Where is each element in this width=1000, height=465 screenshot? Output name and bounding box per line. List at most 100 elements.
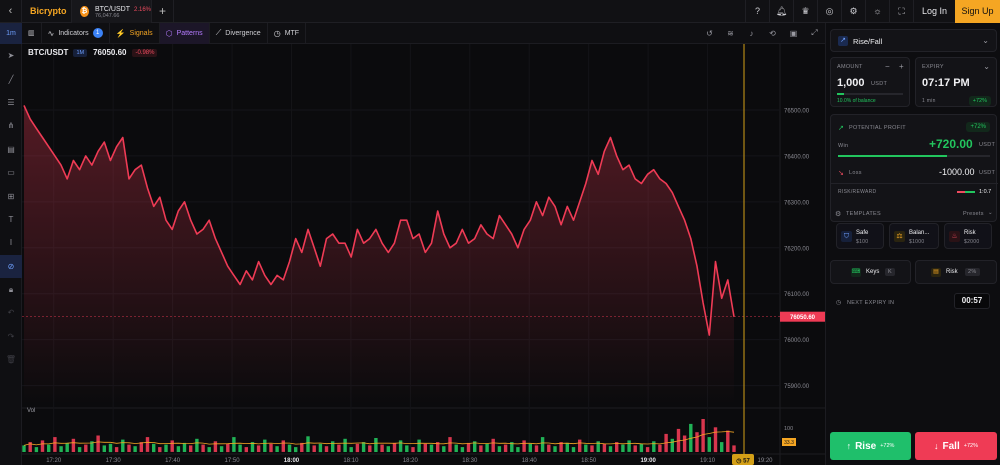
layers-icon[interactable]: ≋ bbox=[727, 28, 734, 38]
settings-icon[interactable]: ⚙ bbox=[841, 0, 865, 23]
lock-tool-icon[interactable]: 🔒︎ bbox=[8, 284, 14, 294]
theme-icon[interactable]: ☼ bbox=[865, 0, 889, 23]
camera-icon[interactable]: ▣ bbox=[789, 28, 798, 38]
countdown-time: 19:20 bbox=[757, 458, 773, 464]
volume-bar bbox=[658, 444, 662, 452]
potential-profit-label: POTENTIAL PROFIT bbox=[849, 125, 906, 131]
template-risk[interactable]: ♨ Risk $2000 bbox=[944, 223, 992, 249]
volume-bar bbox=[584, 444, 588, 452]
target-icon[interactable]: ◎ bbox=[817, 0, 841, 23]
brand-logo[interactable]: Bicrypto bbox=[22, 0, 72, 23]
trade-type-select[interactable]: ↗ Rise/Fall ⌄ bbox=[830, 29, 997, 52]
x-tick-label: 17:50 bbox=[225, 458, 241, 464]
volume-bar bbox=[47, 444, 51, 452]
market-tab-info: BTC/USDT 2.16% 76,047.66 bbox=[95, 4, 151, 19]
amount-decrease-icon[interactable]: − bbox=[885, 62, 890, 71]
amount-value[interactable]: 1,000 bbox=[837, 77, 865, 89]
amount-label: AMOUNT bbox=[837, 64, 863, 70]
volume-bar bbox=[713, 427, 718, 453]
trophy-icon[interactable]: ♛ bbox=[793, 0, 817, 23]
help-icon[interactable]: ? bbox=[745, 0, 769, 23]
shield-icon: ⛉ bbox=[841, 231, 852, 242]
rectangle-tool-icon[interactable]: ▭ bbox=[7, 168, 15, 178]
chevron-down-icon: ⌄ bbox=[982, 36, 989, 45]
loss-trend-icon: ↘ bbox=[838, 170, 844, 177]
volume-bar bbox=[540, 437, 545, 452]
volume-bar bbox=[59, 446, 63, 452]
divergence-button[interactable]: ⟋ Divergence bbox=[210, 22, 268, 44]
volume-bar bbox=[726, 430, 730, 452]
volume-bar bbox=[133, 446, 137, 452]
redo-icon[interactable]: ↷ bbox=[7, 331, 15, 341]
template-safe-name: Safe bbox=[856, 230, 869, 236]
volume-label: Vol bbox=[27, 408, 36, 414]
back-icon[interactable]: ‹ bbox=[0, 0, 22, 23]
trash-icon[interactable]: 🗑︎ bbox=[5, 355, 17, 365]
alert-icon[interactable]: ♪ bbox=[749, 28, 754, 38]
volume-bar bbox=[398, 440, 403, 452]
top-bar: ‹ Bicrypto ₿ BTC/USDT 2.16% 76,047.66 + ?… bbox=[0, 0, 1000, 23]
volume-bar bbox=[380, 444, 384, 452]
expiry-card[interactable]: EXPIRY ⌄ 07:17 PM 1 min +72% bbox=[915, 57, 997, 107]
trendline-tool-icon[interactable]: ╱ bbox=[8, 74, 14, 84]
reset-icon[interactable]: ⟲ bbox=[769, 28, 776, 38]
template-balanced[interactable]: ⚖ Balan... $1000 bbox=[889, 223, 939, 249]
indicators-button[interactable]: ∿ Indicators 1 bbox=[42, 22, 110, 44]
chart-type-button[interactable]: ▥ bbox=[22, 22, 42, 44]
amount-progress-fill bbox=[837, 93, 844, 95]
pitchfork-tool-icon[interactable]: ⋔ bbox=[7, 121, 15, 131]
amount-increase-icon[interactable]: + bbox=[899, 62, 904, 71]
presets-dropdown[interactable]: Presets bbox=[963, 211, 984, 217]
volume-bar bbox=[250, 442, 255, 452]
price-range-tool-icon[interactable]: I bbox=[9, 238, 13, 248]
fullscreen-icon[interactable]: ⛶ bbox=[889, 0, 913, 23]
flame-icon: ♨ bbox=[949, 231, 960, 242]
notification-icon[interactable]: 🔔︎ bbox=[769, 0, 793, 23]
text-tool-icon[interactable]: T bbox=[8, 214, 14, 224]
x-tick-label: 18:40 bbox=[522, 458, 538, 464]
signals-button[interactable]: ⚡ Signals bbox=[110, 22, 160, 44]
horizontal-lines-tool-icon[interactable]: ☰ bbox=[7, 97, 15, 107]
volume-bar bbox=[608, 446, 613, 452]
template-safe[interactable]: ⛉ Safe $100 bbox=[836, 223, 884, 249]
volume-bar bbox=[343, 438, 347, 452]
volume-bar bbox=[596, 441, 600, 452]
magnet-tool-icon[interactable]: ⊘ bbox=[0, 254, 22, 278]
volume-last-tag bbox=[782, 438, 796, 446]
rise-button[interactable]: ↑ Rise +72% bbox=[830, 432, 911, 460]
history-icon[interactable]: ↺ bbox=[706, 28, 713, 38]
volume-bar bbox=[602, 443, 607, 453]
volume-bar bbox=[300, 442, 304, 452]
add-tab-icon[interactable]: + bbox=[152, 0, 174, 23]
chart-canvas[interactable]: 76500.00 76400.00 76300.00 76200.00 76100.00… bbox=[22, 44, 825, 465]
volume-bar bbox=[349, 447, 353, 453]
trend-icon: ↗ bbox=[838, 36, 848, 46]
volume-bar bbox=[701, 419, 705, 452]
amount-progress-track bbox=[837, 93, 903, 95]
volume-bar bbox=[676, 428, 681, 452]
timeframe-button[interactable]: 1m bbox=[0, 22, 22, 44]
undo-icon[interactable]: ↶ bbox=[7, 308, 15, 318]
fib-tool-icon[interactable]: ▤ bbox=[7, 144, 15, 154]
volume-bar bbox=[633, 445, 637, 452]
login-button[interactable]: Log In bbox=[913, 0, 955, 23]
patterns-button[interactable]: ⬡ Patterns bbox=[159, 22, 210, 44]
market-tab[interactable]: ₿ BTC/USDT 2.16% 76,047.66 bbox=[72, 0, 152, 23]
mtf-button[interactable]: ◷ MTF bbox=[268, 22, 307, 44]
expand-icon[interactable]: ⤢ bbox=[811, 28, 818, 37]
volume-bar bbox=[139, 442, 143, 452]
volume-bar bbox=[528, 443, 532, 453]
volume-bar bbox=[454, 444, 458, 452]
cursor-tool-icon[interactable]: ➤ bbox=[7, 51, 15, 61]
volume-bar bbox=[565, 442, 569, 452]
signup-button[interactable]: Sign Up bbox=[955, 0, 1000, 23]
price-chart[interactable]: 76500.00 76400.00 76300.00 76200.00 76100.00… bbox=[22, 44, 825, 465]
risk-button[interactable]: ▤ Risk 2% bbox=[915, 260, 997, 284]
measure-tool-icon[interactable]: ⊞ bbox=[7, 191, 15, 201]
volume-bar bbox=[368, 445, 372, 452]
potential-profit-badge: +72% bbox=[966, 122, 990, 132]
volume-bar bbox=[707, 437, 711, 452]
potential-profit-card: ↗ POTENTIAL PROFIT +72% Win +720.00 USDT… bbox=[830, 114, 998, 222]
keys-button[interactable]: ⌨ Keys K bbox=[830, 260, 911, 284]
fall-button[interactable]: ↓ Fall +72% bbox=[915, 432, 997, 460]
